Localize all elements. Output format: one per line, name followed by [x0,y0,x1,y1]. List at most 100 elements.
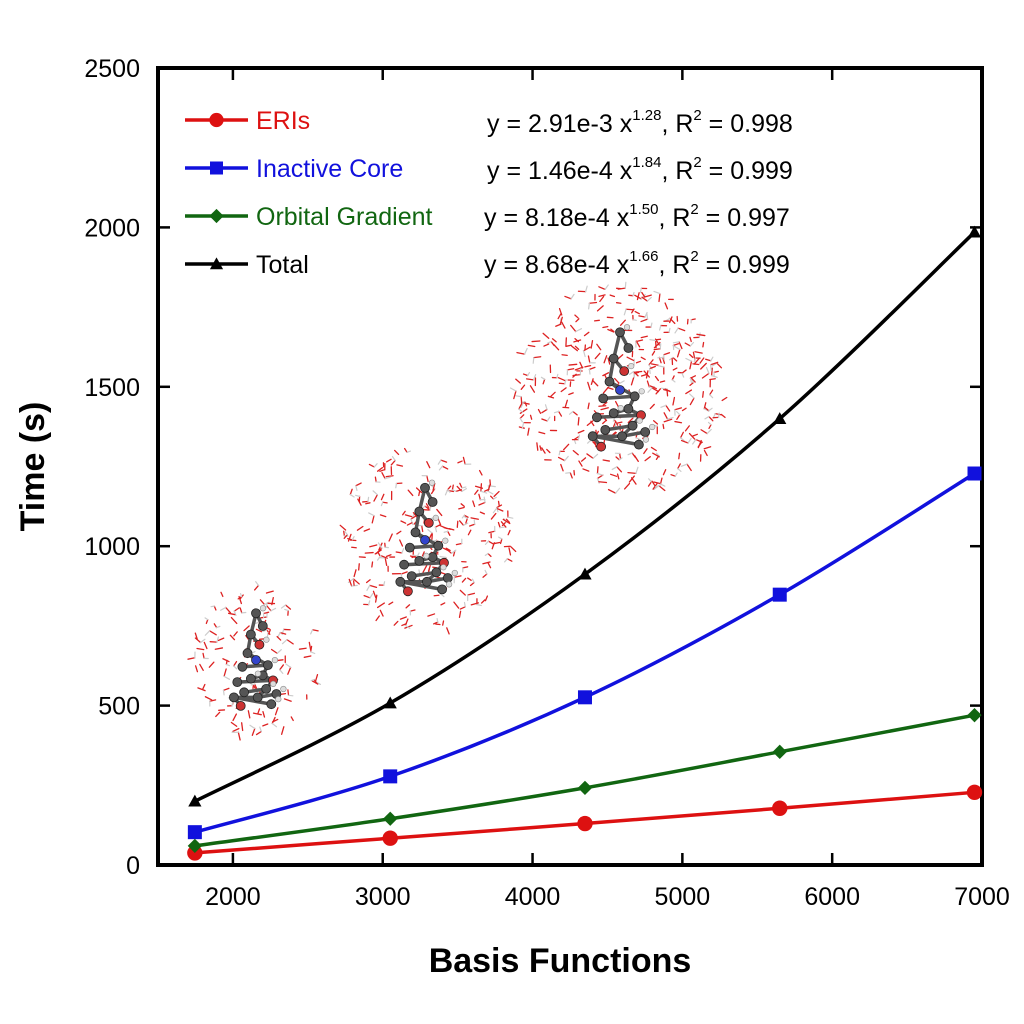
water-molecule [432,482,436,491]
atom [251,608,261,619]
water-molecule [693,357,700,365]
water-molecule [598,405,607,407]
water-h-bond [575,328,583,333]
water-molecule [641,296,648,302]
water-h-bond [588,302,590,310]
water-molecule [501,521,507,527]
water-molecule [303,655,312,658]
water-molecule [215,711,221,718]
hydrogen-atom [270,680,277,688]
water-molecule [571,345,578,352]
water-molecule [702,341,705,348]
water-h-bond [461,488,467,492]
water-molecule [646,380,651,388]
water-h-bond [480,490,488,494]
water-molecule [671,375,675,381]
water-h-bond [706,428,712,435]
water-molecule [507,529,511,536]
water-molecule [604,374,608,380]
water-h-bond [604,284,609,290]
water-h-bond [527,372,531,377]
water-molecule [400,571,408,575]
water-molecule [447,485,452,491]
water-molecule [721,396,728,402]
water-molecule [385,554,392,558]
atom [619,366,630,377]
water-molecule [602,386,609,394]
water-molecule [441,465,449,470]
water-molecule [716,362,723,369]
fit-prefix: y = 8.18e-4 x [484,204,630,232]
water-molecule [709,378,716,381]
water-h-bond [254,621,260,625]
water-molecule [255,730,262,736]
water-h-bond [492,496,497,500]
water-molecule [222,687,230,691]
water-h-bond [233,610,237,617]
fit-exponent: 1.28 [632,107,661,124]
atom [617,431,627,442]
water-molecule [653,481,661,485]
water-h-bond [427,529,433,534]
water-molecule [607,357,611,365]
water-molecule [493,490,500,498]
water-molecule [598,481,608,484]
water-molecule [663,418,673,423]
water-h-bond [677,468,682,473]
water-h-bond [650,322,653,328]
water-h-bond [611,466,618,471]
water-molecule [399,616,407,620]
water-molecule [539,445,542,451]
water-molecule [347,537,353,541]
water-molecule [415,487,423,494]
atom [623,343,634,353]
water-molecule [700,362,707,370]
water-molecule [494,541,501,545]
water-molecule [402,510,406,516]
water-molecule [679,431,684,439]
water-h-bond [679,437,685,442]
water-molecule [558,410,563,417]
bond [402,561,446,567]
water-h-bond [673,345,681,351]
water-molecule [663,412,669,420]
atom [608,408,619,419]
water-molecule [394,449,400,456]
water-molecule [542,332,550,339]
water-molecule [421,551,425,557]
water-h-bond [689,393,695,399]
water-molecule [653,420,659,425]
water-molecule [379,609,384,617]
bond [398,580,444,592]
water-h-bond [588,368,591,375]
water-h-bond [199,638,206,644]
water-h-bond [367,496,370,503]
water-h-bond [310,651,316,655]
hydrogen-atom [617,405,624,412]
water-molecule [252,712,262,716]
data-point [577,815,593,832]
water-molecule [214,647,224,650]
inset-solvated-molecule-small [187,581,322,741]
water-molecule [425,503,430,509]
data-point [382,830,398,846]
water-molecule [375,615,380,622]
atom [404,542,415,553]
water-molecule [310,645,313,653]
water-molecule [572,449,579,456]
legend-marker [210,161,223,175]
atom [261,684,272,694]
water-molecule [677,463,681,470]
water-molecule [616,473,620,480]
water-h-bond [717,412,720,418]
water-molecule [584,365,592,368]
legend-item: ERIs [185,107,310,135]
water-h-bond [648,478,653,483]
water-molecule [550,391,556,398]
water-molecule [396,530,402,535]
hydrogen-atom [271,656,279,664]
hydrogen-atom [451,569,458,577]
legend-label: Inactive Core [256,155,403,183]
water-molecule [205,618,209,625]
water-h-bond [674,472,678,477]
